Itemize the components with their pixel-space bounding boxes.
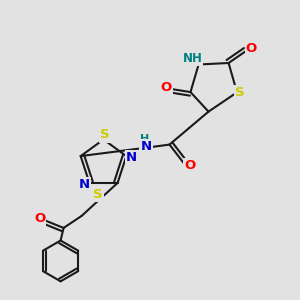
Text: O: O xyxy=(246,42,257,55)
Text: H: H xyxy=(140,134,149,144)
Text: S: S xyxy=(235,86,245,99)
Text: O: O xyxy=(184,159,196,172)
Text: O: O xyxy=(161,81,172,94)
Text: S: S xyxy=(100,128,109,142)
Text: S: S xyxy=(93,188,103,200)
Text: N: N xyxy=(126,151,137,164)
Text: N: N xyxy=(140,140,152,153)
Text: NH: NH xyxy=(183,52,202,65)
Text: N: N xyxy=(78,178,90,191)
Text: O: O xyxy=(34,212,45,225)
